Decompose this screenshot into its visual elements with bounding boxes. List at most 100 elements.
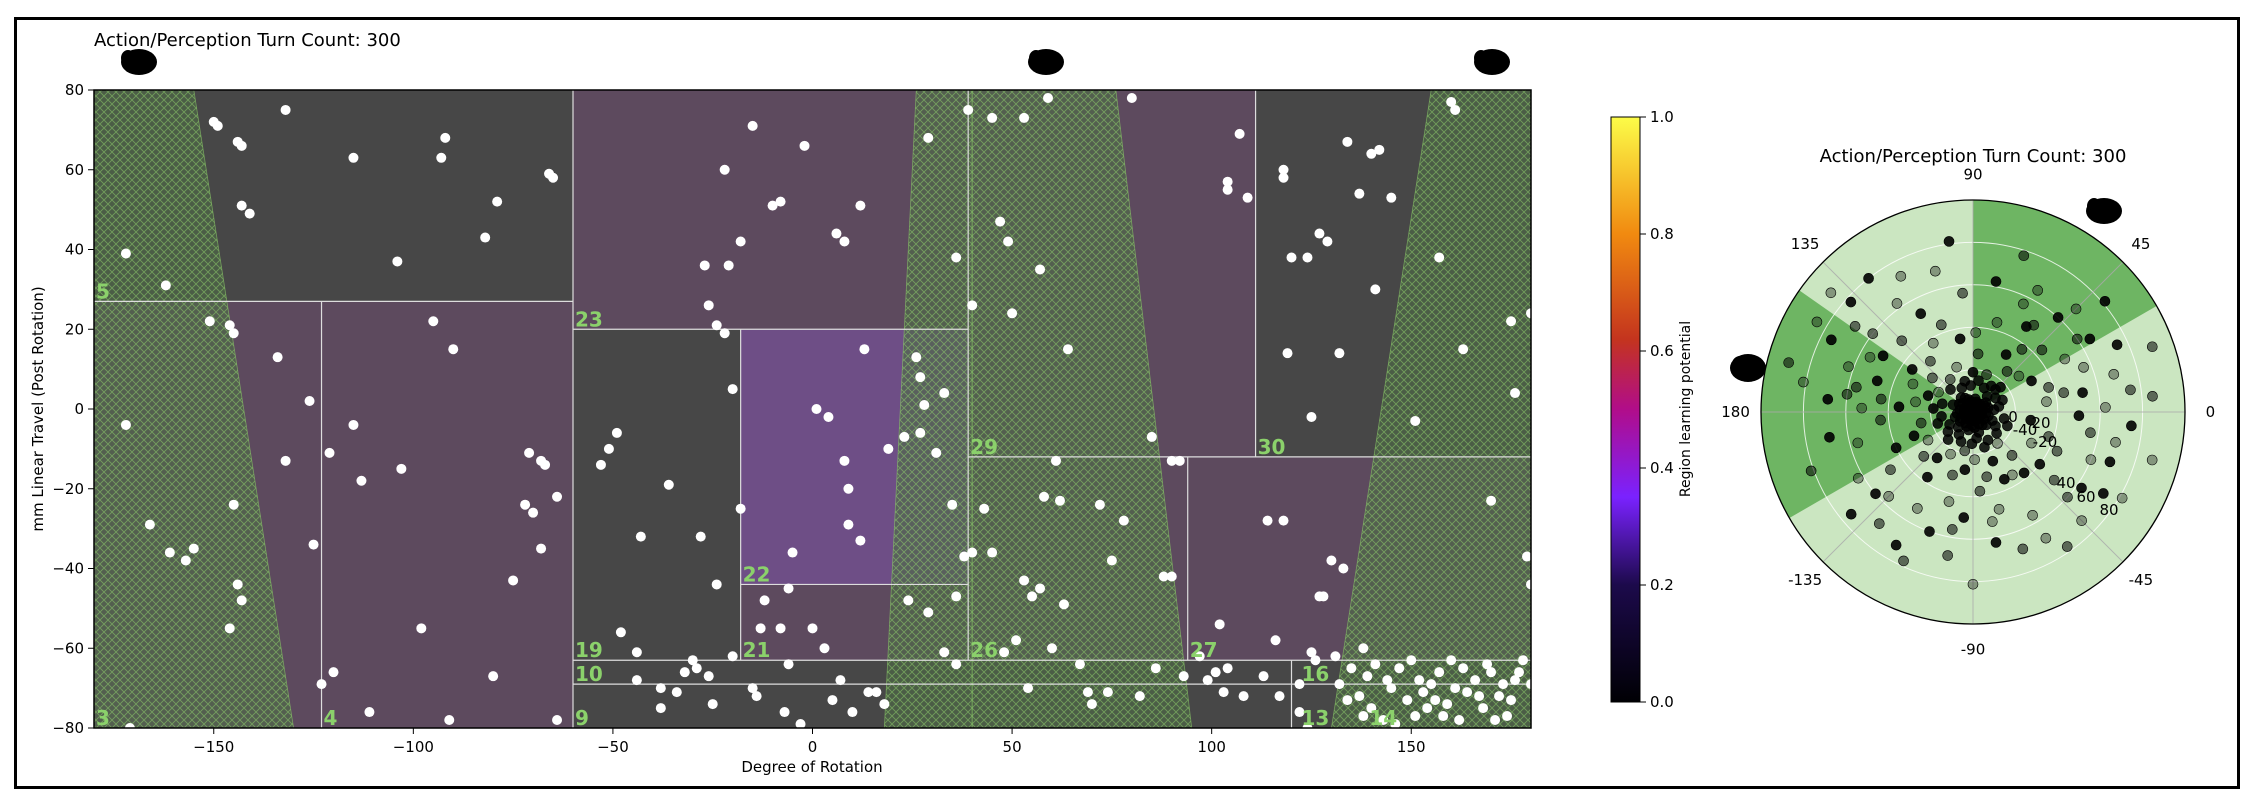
data-point [1314,228,1325,239]
data-point [843,483,854,494]
data-point [1422,703,1433,714]
polar-point [1851,381,1862,393]
polar-point [2016,344,2028,355]
data-point [1510,388,1521,399]
data-point [444,715,455,726]
region-label: 21 [743,638,771,662]
data-point [1054,495,1065,506]
data-point [1434,667,1445,678]
polar-point [2051,445,2063,457]
polar-sector [1973,200,2157,412]
data-point [1454,715,1465,726]
data-point [755,623,766,634]
data-point [967,547,978,558]
y-tick-label: −80 [52,719,84,737]
data-point [212,120,223,131]
colorbar-tick-label: 0.0 [1650,693,1674,711]
data-point [679,667,690,678]
polar-point [1959,445,1971,457]
polar-outline [1760,199,2186,625]
polar-point [2006,450,2018,461]
data-point [1526,679,1531,690]
data-point [1494,691,1505,702]
polar-angle-label: -45 [2129,571,2154,589]
data-point [951,252,962,263]
polar-point [1944,374,1956,385]
explored-band-hatch [94,90,294,728]
region-label: 30 [1258,435,1286,459]
data-point [1502,711,1513,722]
data-point [1358,643,1369,654]
polar-point [1927,372,1938,384]
polar-point [2036,344,2048,356]
polar-point [2027,509,2038,521]
polar-point [2018,250,2030,262]
polar-point [1990,384,2001,395]
data-point [1394,663,1405,674]
data-point [1370,659,1381,670]
data-point [508,575,519,586]
data-point [1458,663,1469,674]
polar-point [1870,488,1881,500]
data-point [1218,687,1229,698]
data-point [1174,455,1185,466]
polar-point [1849,321,1861,332]
data-point [1222,663,1233,674]
main-points [120,92,1531,728]
data-point [1310,655,1321,666]
x-axis-label: Degree of Rotation [741,758,882,776]
data-point [799,140,810,151]
y-tick-label: 60 [65,161,84,179]
data-point [1082,687,1093,698]
polar-point [2076,482,2087,494]
data-point [1462,687,1473,698]
data-point [416,623,427,634]
data-point [120,419,131,430]
data-point [392,256,403,267]
data-point [1334,348,1345,359]
data-point [228,499,239,510]
data-point [1306,647,1317,658]
polar-point [1852,437,1864,449]
data-point [963,104,974,115]
region-label: 4 [324,706,338,730]
polar-point [1843,361,1854,372]
data-point [1514,667,1525,678]
data-point [236,200,247,211]
data-point [787,547,798,558]
polar-angle-label: -90 [1961,640,1986,658]
polar-radial-label: 40 [2056,474,2075,492]
data-point [448,344,459,355]
data-point [1058,599,1069,610]
data-point [228,328,239,339]
data-point [1102,687,1113,698]
data-point [356,475,367,486]
polar-point [1863,273,1874,284]
region-label: 9 [575,706,589,730]
region-label: 26 [970,638,998,662]
data-point [1274,691,1285,702]
y-axis-label: mm Linear Travel (Post Rotation) [29,286,47,531]
polar-point [1957,287,1968,299]
data-point [272,352,283,363]
data-point [1039,491,1050,502]
data-point [1370,284,1381,295]
polar-point [1979,441,1990,453]
data-point [1222,176,1233,187]
data-point [1470,675,1481,686]
data-point [699,260,710,271]
polar-point [1915,308,1927,320]
data-point [304,396,315,407]
data-point [480,232,491,243]
data-point [1362,671,1373,682]
data-point [1134,691,1145,702]
polar-point [1841,388,1853,400]
polar-point [2052,312,2064,323]
data-point [1366,148,1377,159]
data-point [1118,515,1129,526]
y-tick-label: −40 [52,560,84,578]
data-point [280,104,291,115]
polar-point [1936,411,1947,422]
data-point [224,623,235,634]
data-point [236,140,247,151]
